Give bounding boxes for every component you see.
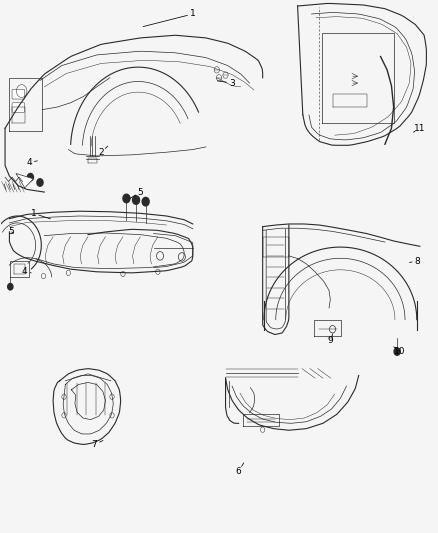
Text: 1: 1 bbox=[31, 209, 36, 218]
Circle shape bbox=[394, 348, 400, 356]
Text: 5: 5 bbox=[9, 228, 14, 237]
Text: 8: 8 bbox=[415, 257, 420, 265]
Text: 9: 9 bbox=[328, 336, 333, 345]
Text: 4: 4 bbox=[26, 158, 32, 167]
Text: 1: 1 bbox=[190, 10, 196, 19]
Text: 7: 7 bbox=[92, 440, 97, 449]
Circle shape bbox=[8, 284, 13, 290]
Circle shape bbox=[123, 194, 130, 203]
Polygon shape bbox=[16, 173, 33, 188]
Text: 2: 2 bbox=[98, 148, 104, 157]
Text: 10: 10 bbox=[395, 347, 406, 356]
Circle shape bbox=[133, 196, 140, 204]
Text: 5: 5 bbox=[138, 188, 143, 197]
Text: 4: 4 bbox=[22, 268, 28, 276]
Circle shape bbox=[142, 197, 149, 206]
Text: 11: 11 bbox=[414, 124, 426, 133]
Text: 6: 6 bbox=[236, 467, 241, 475]
FancyBboxPatch shape bbox=[12, 90, 25, 99]
Circle shape bbox=[27, 173, 33, 181]
Circle shape bbox=[37, 179, 43, 186]
Text: 3: 3 bbox=[229, 78, 235, 87]
FancyBboxPatch shape bbox=[12, 103, 25, 112]
